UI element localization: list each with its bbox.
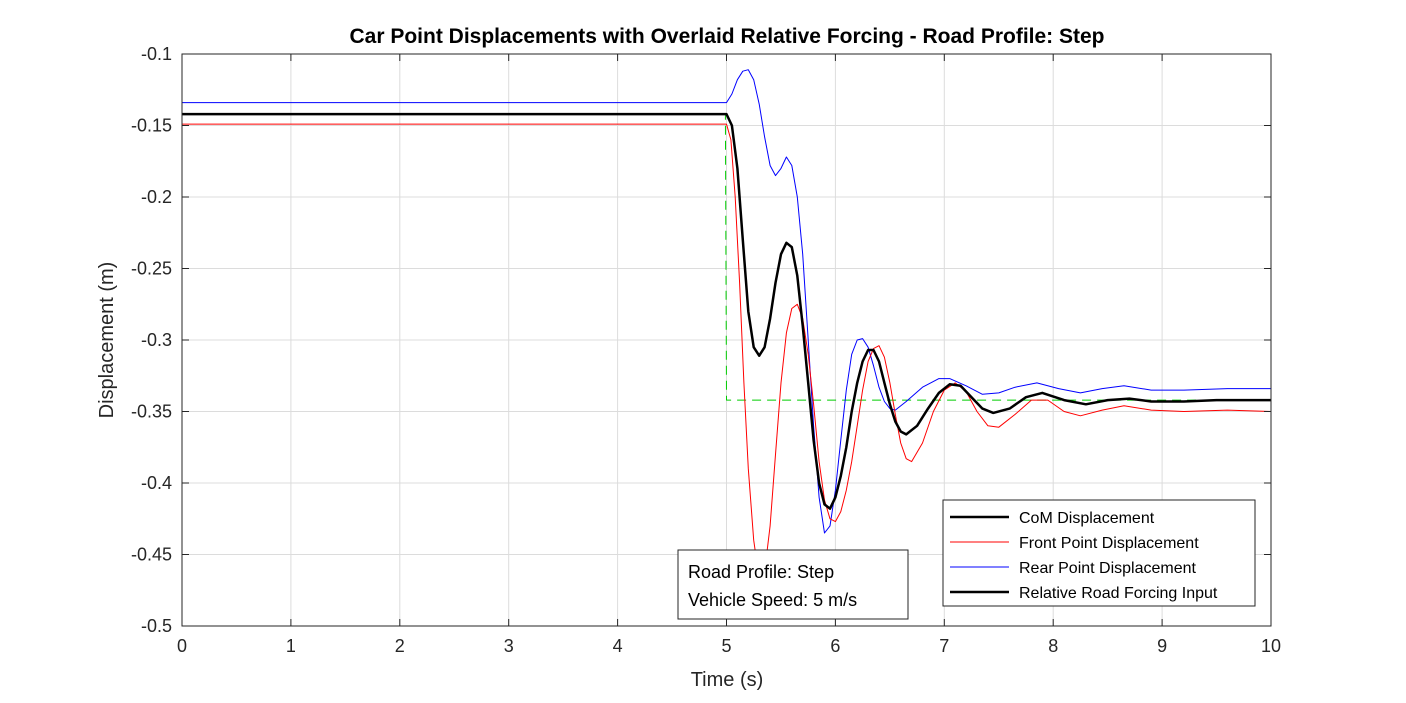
legend-label: Rear Point Displacement: [1019, 560, 1197, 577]
y-tick-label: -0.5: [141, 616, 172, 636]
y-tick-label: -0.2: [141, 187, 172, 207]
legend-label: Front Point Displacement: [1019, 535, 1199, 552]
axis-ticks: 0 1 2 3 4 5 6 7 8 9 10 -0.1 -0.15 -0.2 -0.25 -0.3 -0.35 -…: [131, 44, 1281, 656]
legend-label: Relative Road Forcing Input: [1019, 585, 1218, 602]
x-tick-label: 1: [286, 636, 296, 656]
x-tick-label: 7: [939, 636, 949, 656]
x-tick-label: 2: [395, 636, 405, 656]
x-tick-label: 9: [1157, 636, 1167, 656]
series-line-com-displacement: [182, 112, 1271, 510]
x-tick-label: 4: [613, 636, 623, 656]
x-tick-label: 0: [177, 636, 187, 656]
x-tick-label: 8: [1048, 636, 1058, 656]
y-tick-label: -0.45: [131, 545, 172, 565]
x-tick-label: 10: [1261, 636, 1281, 656]
x-tick-label: 3: [504, 636, 514, 656]
y-tick-label: -0.15: [131, 116, 172, 136]
annotation-frame: [677, 549, 909, 620]
y-axis-label: Displacement (m): [96, 262, 118, 419]
series-line-rear-point-displacement: [182, 69, 1271, 534]
x-tick-label: 5: [721, 636, 731, 656]
chart-title: Car Point Displacements with Overlaid Re…: [350, 25, 1105, 48]
y-tick-label: -0.3: [141, 330, 172, 350]
y-tick-label: -0.25: [131, 259, 172, 279]
legend-label: CoM Displacement: [1019, 510, 1155, 527]
y-tick-label: -0.35: [131, 402, 172, 422]
x-axis-label: Time (s): [691, 669, 764, 691]
annotation-line-2: Vehicle Speed: 5 m/s: [688, 590, 857, 610]
legend: CoM Displacement Front Point Displacement…: [942, 499, 1256, 607]
x-tick-label: 6: [830, 636, 840, 656]
annotation-box: Road Profile: Step Vehicle Speed: 5 m/s: [677, 549, 909, 620]
y-tick-label: -0.4: [141, 473, 172, 493]
annotation-line-1: Road Profile: Step: [688, 562, 834, 582]
y-tick-label: -0.1: [141, 44, 172, 64]
